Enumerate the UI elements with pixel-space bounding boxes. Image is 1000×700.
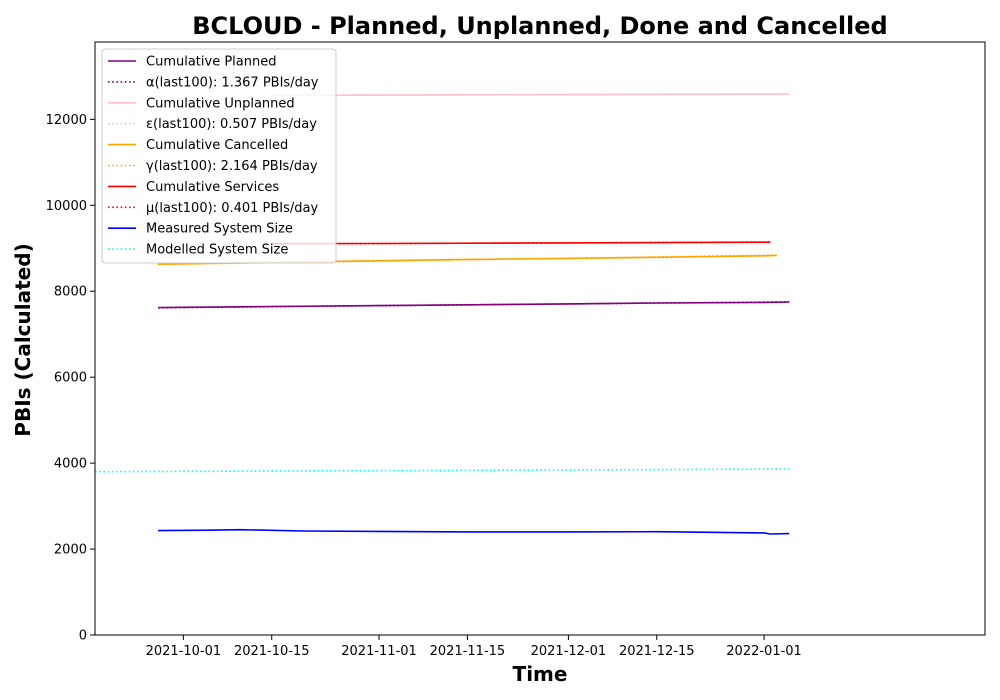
legend-label-last100-0-507-pbis-day: ε(last100): 0.507 PBIs/day <box>146 117 317 132</box>
y-tick-label: 4000 <box>54 457 87 472</box>
x-tick-label: 2021-12-15 <box>619 644 695 659</box>
x-axis: 2021-10-01 2021-10-15 2021-11-01 2021-11-15… <box>146 635 802 659</box>
legend-label-last100-2-164-pbis-day: γ(last100): 2.164 PBIs/day <box>146 159 318 174</box>
legend-label-cumulative-unplanned: Cumulative Unplanned <box>146 96 295 111</box>
legend-label-cumulative-planned: Cumulative Planned <box>146 55 276 70</box>
x-tick-label: 2021-11-01 <box>341 644 417 659</box>
x-tick-label: 2022-01-01 <box>726 644 802 659</box>
x-tick-label: 2021-12-01 <box>531 644 607 659</box>
y-axis-label: PBIs (Calculated) <box>11 243 35 436</box>
legend: Cumulative Planned α(last100): 1.367 PBIs… <box>101 48 337 264</box>
legend-label-last100-0-401-pbis-day: μ(last100): 0.401 PBIs/day <box>146 201 318 216</box>
legend-label-cumulative-cancelled: Cumulative Cancelled <box>146 138 288 153</box>
legend-label-cumulative-services: Cumulative Services <box>146 180 279 195</box>
y-axis: 0 2000 4000 6000 8000 10000 12000 <box>46 113 95 644</box>
y-tick-label: 2000 <box>54 543 87 558</box>
legend-label-measured-system-size: Measured System Size <box>146 222 293 237</box>
legend-box <box>101 48 337 264</box>
x-tick-label: 2021-10-15 <box>234 644 310 659</box>
x-tick-label: 2021-11-15 <box>430 644 506 659</box>
legend-label-last100-1-367-pbis-day: α(last100): 1.367 PBIs/day <box>146 75 319 90</box>
chart-title: BCLOUD - Planned, Unplanned, Done and Ca… <box>192 12 887 40</box>
series-line-last100-1-367-pbis-day <box>158 301 790 309</box>
y-tick-label: 12000 <box>46 113 87 128</box>
x-tick-label: 2021-10-01 <box>146 644 222 659</box>
legend-label-modelled-system-size: Modelled System Size <box>146 243 288 258</box>
series-line-measured-system-size <box>158 528 790 535</box>
plot-frame <box>94 41 986 636</box>
x-axis-label: Time <box>513 662 568 686</box>
y-tick-label: 8000 <box>54 285 87 300</box>
y-tick-label: 0 <box>79 629 87 644</box>
series-line-last100-0-401-pbis-day <box>271 241 771 245</box>
y-tick-label: 6000 <box>54 371 87 386</box>
y-tick-label: 10000 <box>46 199 87 214</box>
series-layer <box>94 93 790 535</box>
